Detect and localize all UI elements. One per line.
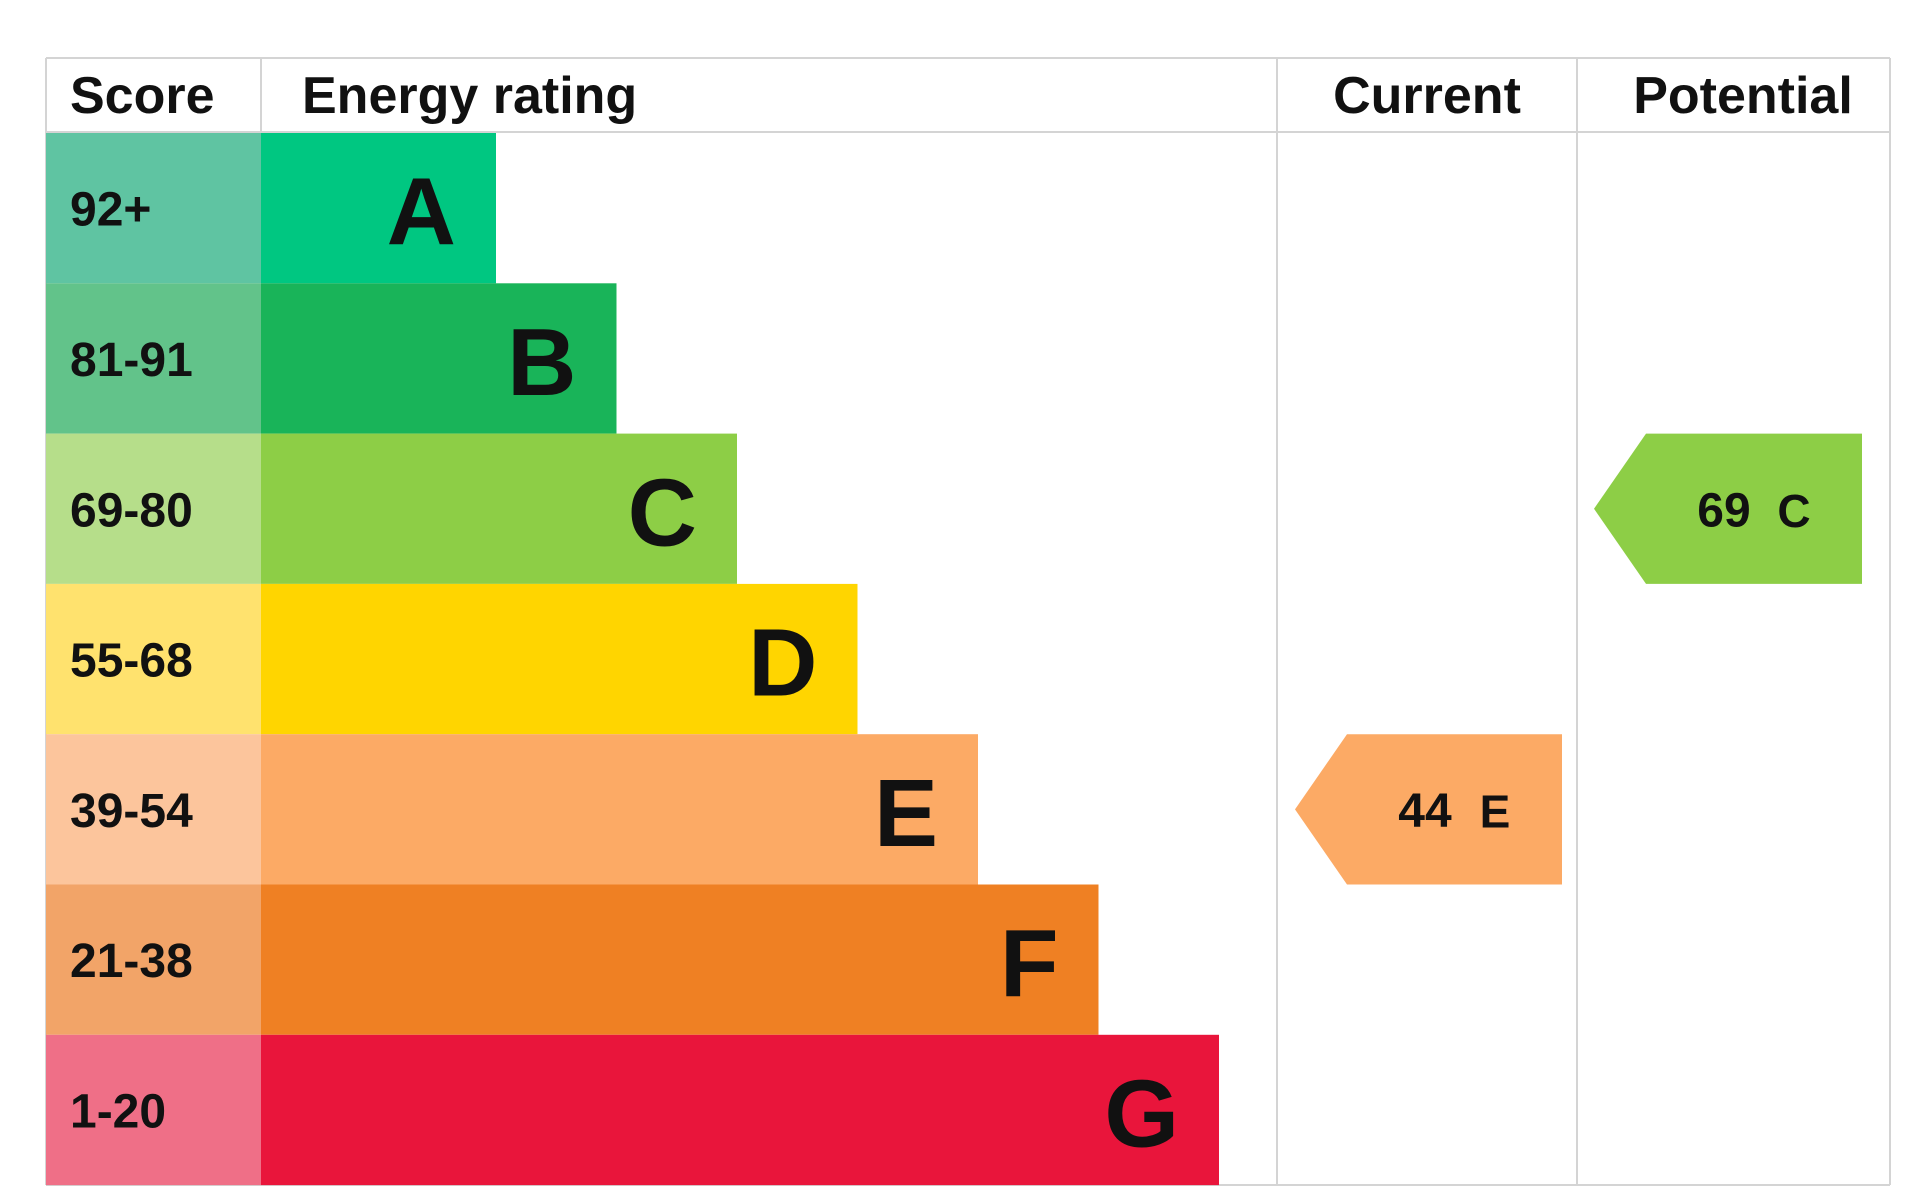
indicator-rating: E	[1480, 785, 1511, 837]
rating-bar	[261, 433, 737, 584]
band-row: 81-91 B	[46, 283, 617, 434]
rating-bar	[261, 1034, 1219, 1186]
rating-bar	[261, 133, 496, 284]
band-row: 55-68 D	[46, 583, 858, 735]
current-indicator: 44 E	[1295, 734, 1562, 885]
indicator-score: 69	[1697, 484, 1750, 537]
band-row: 21-38 F	[46, 884, 1099, 1035]
rating-bar	[261, 734, 978, 885]
rating-bar	[261, 583, 858, 735]
rating-letter: C	[628, 459, 697, 566]
header-potential: Potential	[1633, 67, 1853, 125]
rating-letter: A	[387, 159, 456, 266]
rating-bar	[261, 884, 1099, 1035]
rating-arrow	[1295, 734, 1562, 885]
score-cell	[46, 1034, 261, 1186]
rating-bar	[261, 283, 617, 434]
score-cell	[46, 734, 261, 885]
score-range: 69-80	[70, 484, 193, 537]
band-row: 92+ A	[46, 133, 496, 284]
score-range: 55-68	[70, 635, 193, 688]
band-row: 69-80 C	[46, 433, 737, 584]
rating-arrow	[1594, 433, 1862, 584]
potential-indicator: 69 C	[1594, 433, 1862, 584]
score-cell	[46, 133, 261, 284]
header-rating: Energy rating	[302, 67, 637, 125]
score-cell	[46, 884, 261, 1035]
score-cell	[46, 583, 261, 735]
rating-letter: G	[1104, 1060, 1179, 1167]
rating-letter: D	[748, 610, 817, 717]
score-cell	[46, 433, 261, 584]
indicator-score: 44	[1398, 785, 1452, 838]
band-row: 39-54 E	[46, 734, 978, 885]
score-range: 21-38	[70, 935, 193, 988]
indicator-rating: C	[1777, 485, 1810, 537]
rating-letter: F	[1000, 910, 1059, 1017]
header-score: Score	[70, 67, 215, 125]
band-row: 1-20 G	[46, 1034, 1219, 1186]
score-range: 92+	[70, 184, 151, 237]
rating-letter: E	[874, 760, 938, 867]
header-current: Current	[1333, 67, 1521, 125]
score-range: 39-54	[70, 785, 193, 838]
score-range: 81-91	[70, 334, 193, 387]
rating-letter: B	[507, 309, 576, 416]
score-cell	[46, 283, 261, 434]
score-range: 1-20	[70, 1085, 166, 1138]
